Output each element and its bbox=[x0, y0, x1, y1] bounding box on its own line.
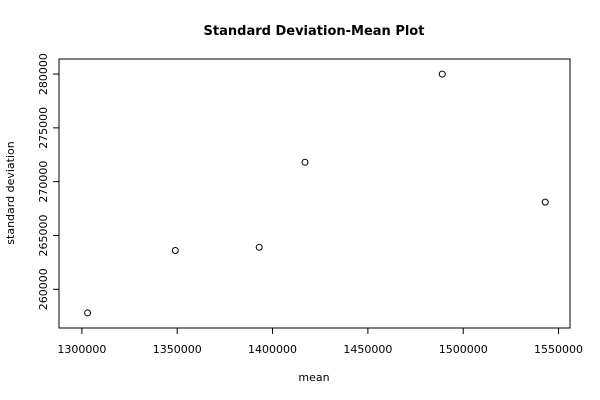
x-tick-label: 1300000 bbox=[57, 343, 106, 356]
x-tick-label: 1550000 bbox=[534, 343, 583, 356]
x-axis: 1300000 1350000 1400000 1450000 1500000 15500… bbox=[57, 327, 583, 356]
y-axis-label: standard deviation bbox=[4, 141, 17, 244]
y-tick-label: 265000 bbox=[37, 214, 50, 256]
data-point bbox=[255, 243, 263, 251]
plot-frame bbox=[58, 58, 571, 329]
x-tick-label: 1400000 bbox=[248, 343, 297, 356]
y-tick-label: 260000 bbox=[37, 268, 50, 310]
x-axis-label: mean bbox=[298, 371, 329, 384]
x-tick-label: 1350000 bbox=[153, 343, 202, 356]
y-axis: 260000 265000 270000 275000 280000 bbox=[37, 53, 60, 310]
y-tick-label: 270000 bbox=[37, 161, 50, 203]
y-tick-label: 275000 bbox=[37, 107, 50, 149]
x-tick-label: 1450000 bbox=[343, 343, 392, 356]
x-tick-label: 1500000 bbox=[439, 343, 488, 356]
data-points bbox=[84, 70, 549, 317]
chart-title: Standard Deviation-Mean Plot bbox=[204, 24, 425, 39]
data-point bbox=[171, 247, 179, 255]
data-point bbox=[84, 309, 92, 317]
y-tick-label: 280000 bbox=[37, 53, 50, 95]
data-point bbox=[541, 198, 549, 206]
data-point bbox=[301, 158, 309, 166]
data-point bbox=[438, 70, 446, 78]
